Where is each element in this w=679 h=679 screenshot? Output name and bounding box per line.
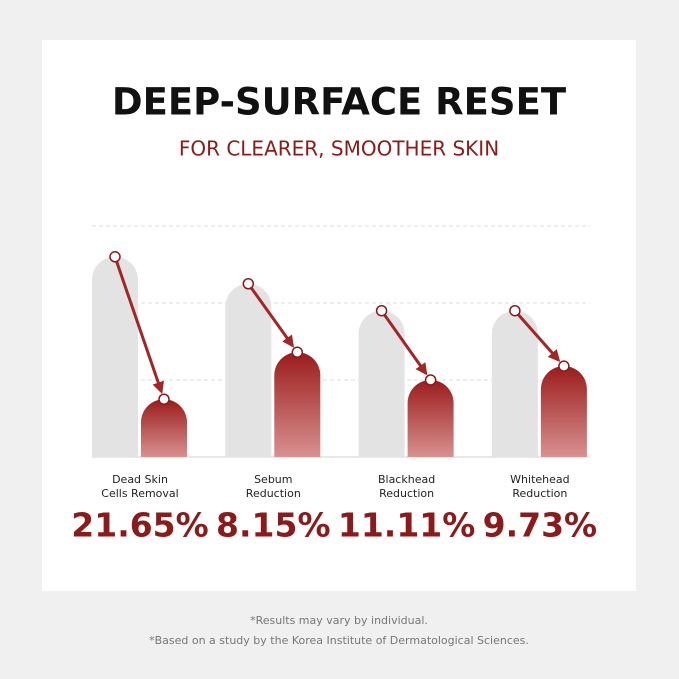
marker-dot <box>109 251 121 263</box>
category-label: Dead Skin <box>112 473 168 486</box>
category-label: Reduction <box>246 487 301 500</box>
footnote: *Results may vary by individual. <box>250 614 428 627</box>
chart-subtitle: FOR CLEARER, SMOOTHER SKIN <box>179 137 499 161</box>
category-label: Cells Removal <box>101 487 178 500</box>
chart-title: DEEP-SURFACE RESET <box>112 81 567 124</box>
reduction-label: 8.15% <box>216 506 331 545</box>
bar <box>274 352 321 457</box>
bar <box>358 310 405 457</box>
footnote: *Based on a study by the Korea Institute… <box>149 634 529 647</box>
reduction-label: 11.11% <box>338 506 475 545</box>
card <box>42 40 636 591</box>
category-label: Blackhead <box>378 473 435 486</box>
category-label: Reduction <box>379 487 434 500</box>
reduction-label: 9.73% <box>483 506 598 545</box>
marker-dot <box>375 304 388 317</box>
reduction-label: 21.65% <box>71 506 208 545</box>
bar <box>540 366 587 457</box>
category-label: Reduction <box>512 487 567 500</box>
marker-dot <box>558 360 570 372</box>
arrow <box>380 309 428 376</box>
bar <box>225 283 272 457</box>
arrow <box>247 282 295 348</box>
marker-dot <box>424 374 437 386</box>
bar <box>92 256 138 457</box>
category-label: Sebum <box>254 473 292 486</box>
bar <box>407 380 454 457</box>
marker-dot <box>242 278 255 290</box>
marker-dot <box>158 393 170 405</box>
category-label: Whitehead <box>510 473 569 486</box>
marker-dot <box>291 346 304 359</box>
bar <box>141 399 187 457</box>
bar <box>491 310 538 457</box>
arrow <box>513 309 561 362</box>
marker-dot <box>509 304 521 317</box>
arrow <box>113 256 164 394</box>
